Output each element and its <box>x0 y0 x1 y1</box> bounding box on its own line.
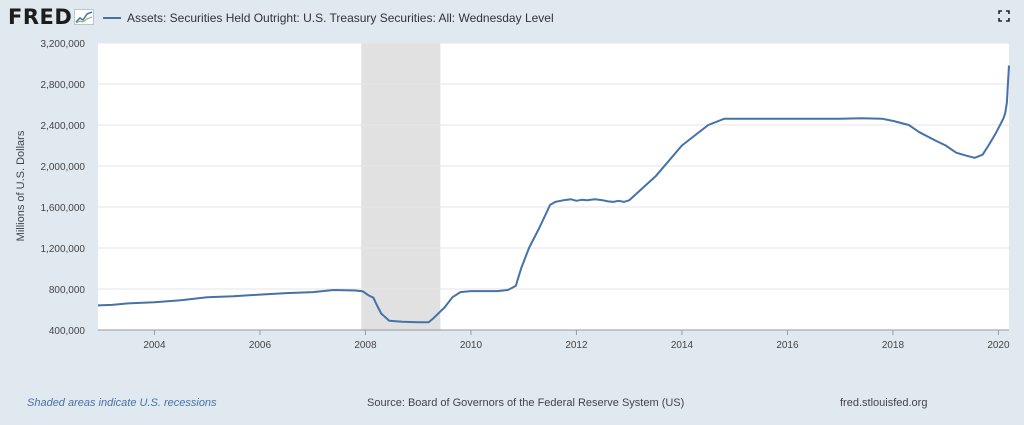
y-tick-label: 2,400,000 <box>41 121 86 132</box>
x-tick-label: 2008 <box>354 340 377 351</box>
y-tick-label: 1,600,000 <box>41 203 86 214</box>
x-tick-label: 2014 <box>671 340 694 351</box>
x-tick-label: 2016 <box>776 340 799 351</box>
fullscreen-icon[interactable] <box>998 10 1010 22</box>
source-note: Source: Board of Governors of the Federa… <box>367 397 685 409</box>
legend-label: Assets: Securities Held Outright: U.S. T… <box>127 11 554 25</box>
x-tick-label: 2012 <box>565 340 588 351</box>
legend-swatch <box>103 17 121 19</box>
y-tick-label: 400,000 <box>49 326 86 337</box>
logo-text: FRED <box>8 5 73 29</box>
y-tick-label: 1,200,000 <box>41 244 86 255</box>
y-tick-label: 2,000,000 <box>41 162 86 173</box>
y-tick-label: 800,000 <box>49 285 86 296</box>
x-tick-label: 2006 <box>249 340 272 351</box>
x-tick-label: 2020 <box>987 340 1010 351</box>
x-tick-label: 2004 <box>143 340 166 351</box>
line-chart: 2004 2006 2008 2010 2012 2014 2016 2018 2020 400… <box>15 39 1010 351</box>
y-axis-label: Millions of U.S. Dollars <box>15 130 27 241</box>
fred-logo[interactable]: FRED <box>8 5 95 29</box>
y-tick-label: 3,200,000 <box>41 39 86 50</box>
x-tick-label: 2018 <box>882 340 905 351</box>
site-link[interactable]: fred.stlouisfed.org <box>840 397 928 409</box>
recession-note[interactable]: Shaded areas indicate U.S. recessions <box>27 397 217 409</box>
recession-band <box>361 43 441 330</box>
chart-header: FRED Assets: Securities Held Outright: U… <box>0 0 1024 36</box>
x-tick-label: 2010 <box>460 340 483 351</box>
series-line <box>97 65 1010 324</box>
chart-legend: Assets: Securities Held Outright: U.S. T… <box>103 9 554 27</box>
y-tick-label: 2,800,000 <box>41 80 86 91</box>
fred-sparkline-icon <box>74 9 95 25</box>
plot-area <box>98 43 1009 330</box>
